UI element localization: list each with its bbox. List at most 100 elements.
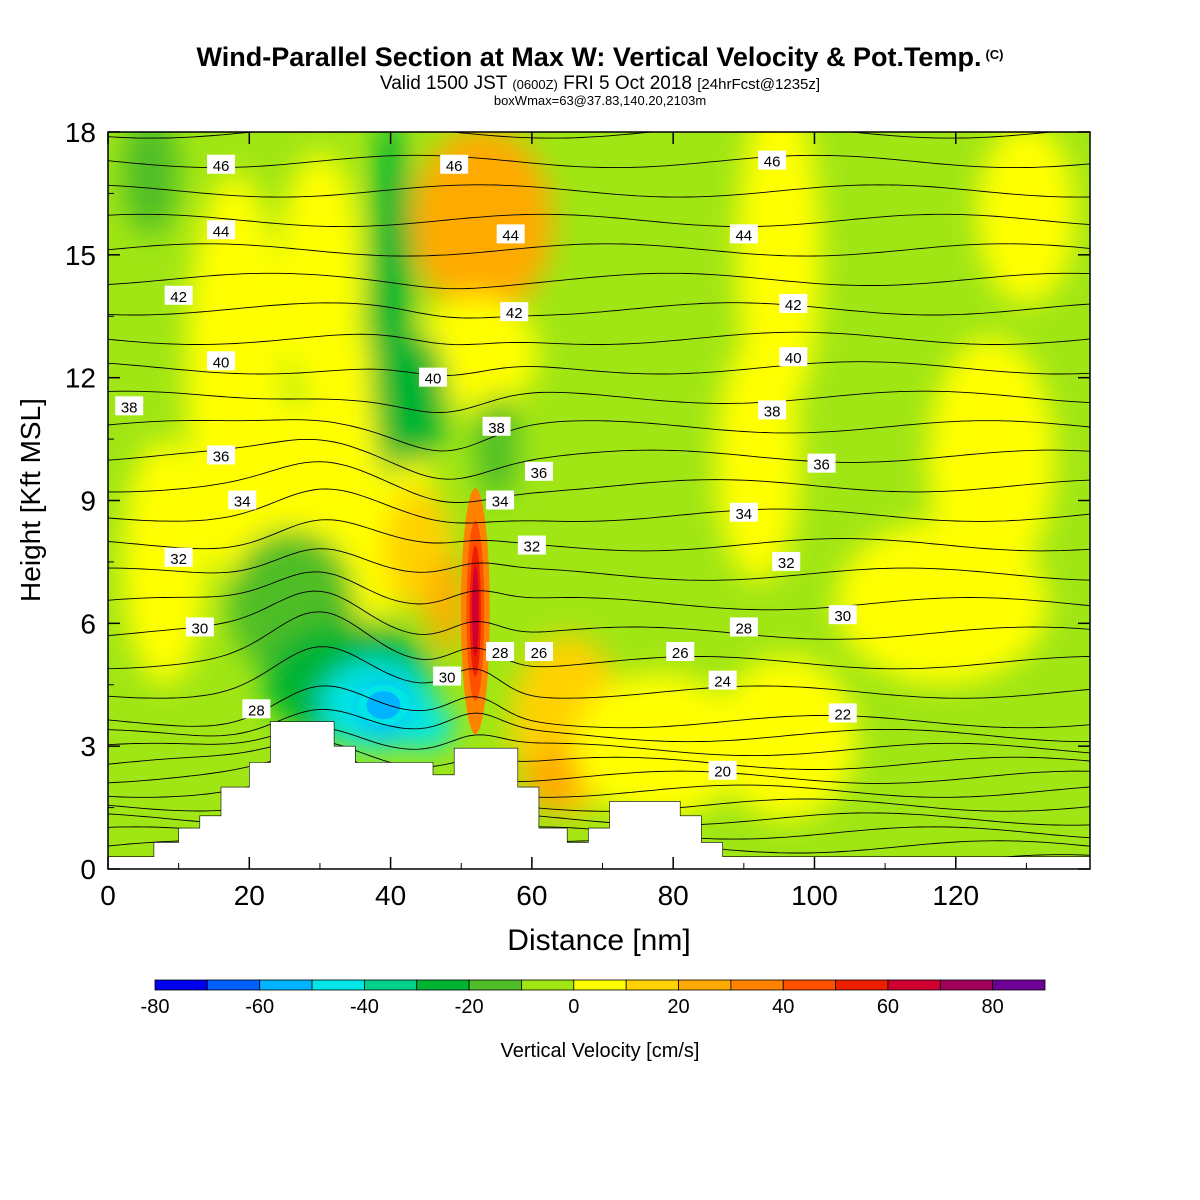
isentrope-label: 44 — [496, 224, 525, 244]
isentrope-line — [108, 461, 1090, 503]
x-axis-label: Distance [nm] — [507, 924, 690, 957]
isentrope-label: 32 — [772, 551, 801, 572]
y-tick-label: 9 — [80, 486, 96, 517]
isentrope-label-box — [758, 400, 787, 420]
y-tick-label: 0 — [80, 854, 96, 885]
isentrope-label: 28 — [242, 699, 271, 719]
isentrope-label-text: 28 — [735, 620, 752, 637]
isentrope-label-box — [758, 150, 787, 170]
x-tick-label: 40 — [375, 880, 406, 911]
field-regions — [122, 132, 1076, 820]
isentrope-line — [108, 361, 1090, 376]
isentrope-line — [108, 548, 1090, 581]
isentrope-line — [108, 590, 1090, 640]
copyright-mark: (C) — [985, 47, 1004, 62]
isentrope-label: 34 — [729, 502, 758, 523]
colorbar-label: Vertical Velocity [cm/s] — [501, 1040, 700, 1062]
isentrope-label-text: 44 — [502, 227, 519, 244]
x-tick-label: 120 — [932, 880, 979, 911]
isentrope-label: 38 — [482, 416, 511, 437]
colorbar-tick-label: 40 — [772, 996, 794, 1018]
isentrope-label: 32 — [164, 547, 193, 568]
updraft-peak — [472, 582, 479, 640]
field-region — [122, 439, 207, 685]
valid-utc: (0600Z) — [512, 77, 558, 92]
isentrope-line — [108, 184, 1090, 198]
colorbar-tick-label: -80 — [141, 996, 170, 1018]
isentrope-label-box — [779, 293, 808, 313]
isentrope-label-text: 38 — [121, 399, 138, 416]
isentrope-label: 30 — [433, 666, 462, 687]
colorbar-swatch — [468, 979, 522, 991]
isentrope-label: 26 — [524, 641, 553, 662]
field-region — [411, 132, 554, 317]
isentrope-label: 46 — [440, 154, 469, 175]
valid-time: Valid 1500 JST — [379, 73, 508, 94]
isentrope-label-box — [433, 666, 462, 686]
colorbar-swatch — [678, 979, 732, 991]
isentrope-label: 42 — [500, 302, 529, 322]
isentrope-label-text: 22 — [834, 706, 851, 723]
isentrope-label-text: 38 — [764, 403, 781, 420]
isentrope-label-box — [729, 502, 758, 522]
velocity-field — [108, 132, 1090, 869]
isentrope-label: 36 — [524, 461, 553, 482]
colorbar-swatch — [992, 979, 1046, 991]
isentrope-label-box — [729, 224, 758, 244]
y-tick-label: 6 — [80, 608, 96, 639]
isentrope-label-box — [496, 224, 525, 244]
chart-title-text: Wind-Parallel Section at Max W: Vertical… — [196, 42, 982, 72]
isentrope-label: 32 — [517, 535, 546, 556]
field-region — [475, 394, 518, 501]
isentrope-label: 46 — [207, 154, 236, 175]
field-region — [574, 672, 744, 820]
isentrope-label-text: 38 — [488, 420, 505, 437]
isentrope-label: 42 — [779, 293, 808, 314]
isentrope-label-text: 40 — [785, 350, 802, 367]
isentrope-label-text: 32 — [778, 555, 795, 572]
isentrope-line — [108, 390, 1090, 413]
isentrope-label-box — [517, 535, 546, 555]
isentrope-label-box — [524, 641, 553, 661]
isentrope-label-box — [828, 703, 857, 723]
isentrope-label-text: 26 — [531, 645, 548, 662]
isentrope-label: 36 — [207, 445, 236, 465]
isentrope-label-box — [708, 670, 737, 690]
isentrope-label: 22 — [828, 703, 857, 723]
field-region — [397, 701, 455, 751]
isentrope-label-text: 30 — [191, 620, 208, 637]
isentrope-label-text: 36 — [531, 465, 548, 482]
downdraft-peak — [366, 691, 401, 720]
isentrope-line — [108, 132, 1056, 139]
isentrope-label-box — [482, 416, 511, 436]
colorbar-swatch — [730, 979, 784, 991]
colorbar: -80 -60 -40 -20 0 20 40 60 80 — [141, 979, 1046, 1018]
colorbar-swatch — [782, 979, 836, 991]
colorbar-swatch — [887, 979, 941, 991]
isentrope-label: 36 — [807, 453, 836, 474]
isentrope-label-text: 42 — [170, 289, 187, 306]
isentrope-label-box — [524, 461, 553, 481]
isentrope-label-text: 40 — [213, 354, 230, 371]
isentrope-label: 40 — [418, 367, 447, 388]
colorbar-tick-label: 20 — [667, 996, 689, 1018]
isentrope-label: 40 — [207, 351, 236, 371]
isentrope-label-text: 32 — [170, 551, 187, 568]
isentrope-label-box — [772, 551, 801, 571]
colorbar-swatch — [625, 979, 679, 991]
isentrope-line — [108, 611, 1090, 670]
isentrope-label: 44 — [207, 220, 236, 240]
isentrope-label-text: 46 — [213, 158, 230, 175]
isentrope-label: 20 — [708, 760, 737, 781]
isentrope-label-text: 30 — [439, 670, 456, 687]
feature-updraft-max — [460, 488, 490, 734]
isentrope-label-text: 34 — [492, 494, 509, 511]
field-region — [715, 656, 857, 820]
isentrope-label: 30 — [185, 617, 214, 637]
isentrope-label-box — [228, 490, 257, 510]
isentrope-line — [108, 272, 1090, 290]
colorbar-swatch — [835, 979, 889, 991]
x-tick-label: 20 — [234, 880, 265, 911]
y-tick-label: 18 — [65, 117, 96, 148]
